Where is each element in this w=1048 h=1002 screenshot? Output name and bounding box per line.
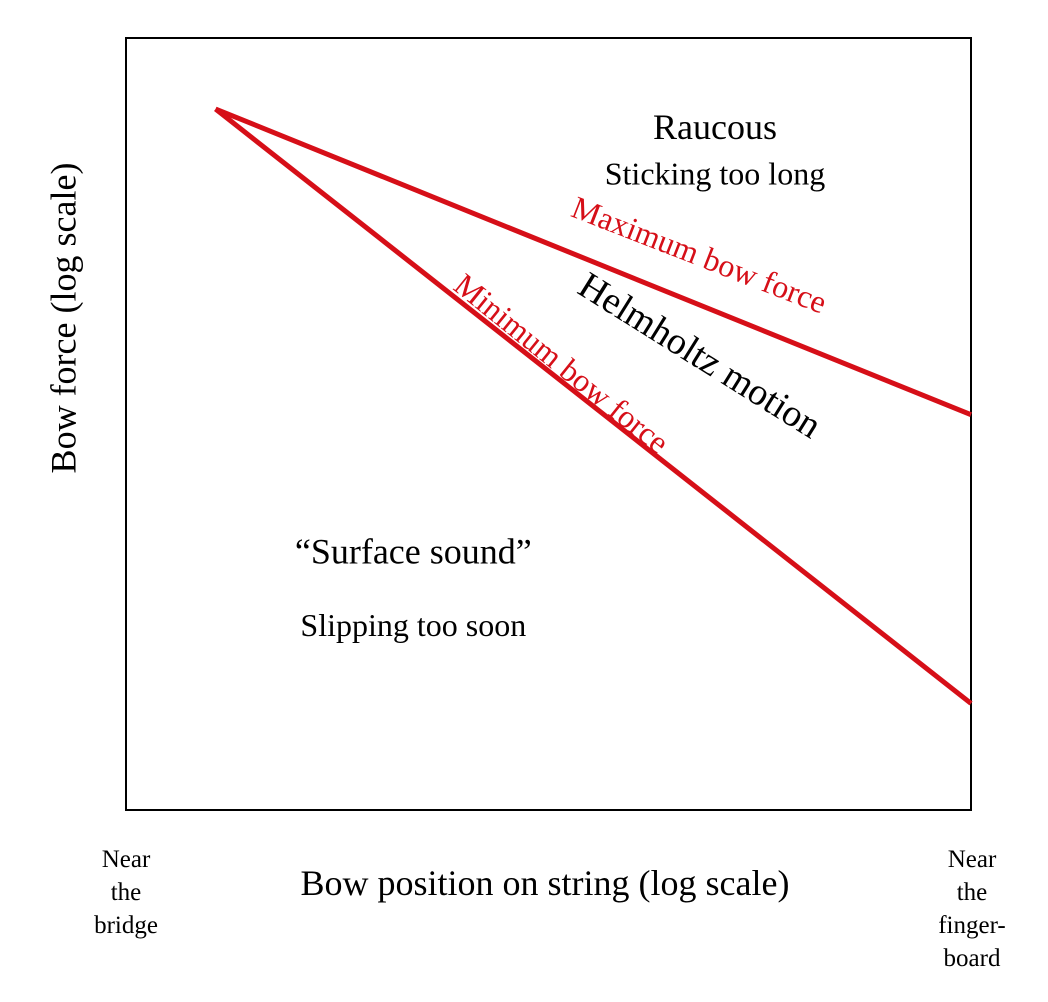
series-layer xyxy=(214,106,973,706)
x-edge-label-bridge-line-2: the xyxy=(110,879,142,906)
series-line-maximum-bow-force xyxy=(214,106,972,418)
x-edge-label-fingerboard-line-3: finger- xyxy=(938,912,1006,939)
x-edge-label-fingerboard-line-4: board xyxy=(943,945,1001,972)
series-line-minimum-bow-force xyxy=(214,107,973,706)
annotation-surface: “Surface sound” xyxy=(295,532,532,572)
x-edge-label-bridge-line-1: Near xyxy=(101,846,151,873)
x-edge-label-fingerboard: Near the finger-board xyxy=(912,843,1032,975)
annotation-slipping: Slipping too soon xyxy=(300,607,526,643)
annotation-sticking: Sticking too long xyxy=(605,155,825,191)
x-edge-label-bridge: Near the bridge xyxy=(66,843,186,942)
x-edge-label-fingerboard-line-2: the xyxy=(956,879,988,906)
x-axis-label: Bow position on string (log scale) xyxy=(300,863,790,903)
annotation-raucous: Raucous xyxy=(653,107,777,147)
y-axis-label: Bow force (log scale) xyxy=(43,163,83,474)
x-edge-label-fingerboard-line-1: Near xyxy=(947,846,997,873)
x-edge-label-bridge-line-3: bridge xyxy=(94,912,158,939)
plot-frame xyxy=(125,37,972,811)
